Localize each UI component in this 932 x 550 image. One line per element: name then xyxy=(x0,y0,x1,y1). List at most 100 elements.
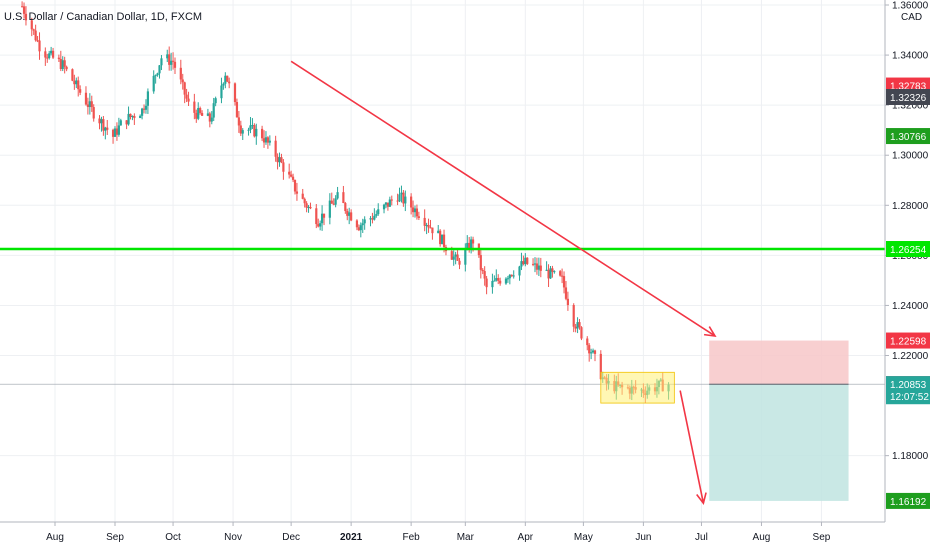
candle-body xyxy=(518,266,521,276)
candle-body xyxy=(210,117,213,122)
candle-body xyxy=(303,198,306,204)
candle-body xyxy=(315,208,318,225)
candle-body xyxy=(562,276,566,288)
candle-body xyxy=(51,50,55,58)
candle-body xyxy=(363,219,366,224)
candle-body xyxy=(63,60,66,67)
candle-body xyxy=(206,113,210,116)
candle-body xyxy=(168,54,171,65)
candle-body xyxy=(208,113,211,122)
price-badge xyxy=(886,492,930,509)
candle-body xyxy=(499,280,502,284)
candle-body xyxy=(495,278,498,281)
drawings xyxy=(0,60,885,506)
candle-body xyxy=(262,138,266,143)
candle-body xyxy=(291,176,295,180)
candle-body xyxy=(355,220,359,228)
candle-body xyxy=(520,261,523,267)
candle-body xyxy=(390,199,393,201)
candle-body xyxy=(34,30,37,41)
candle-body xyxy=(350,212,353,221)
price-tick-label: 1.28000 xyxy=(892,201,929,212)
candle-body xyxy=(20,6,24,8)
candle-body xyxy=(439,230,442,245)
candle-body xyxy=(57,57,60,59)
candle-body xyxy=(319,223,322,227)
candle-body xyxy=(437,230,440,234)
candle-body xyxy=(359,225,362,231)
candle-body xyxy=(348,212,351,216)
candle-body xyxy=(415,208,419,217)
candle-body xyxy=(276,156,279,163)
candle-body xyxy=(342,192,345,204)
candle-body xyxy=(160,58,163,66)
consolidation-box xyxy=(600,371,675,404)
candle-body xyxy=(531,263,535,265)
candle-body xyxy=(90,101,93,108)
candle-body xyxy=(24,13,28,21)
price-badge-label: 1.16192 xyxy=(890,497,927,508)
candle-body xyxy=(197,108,200,119)
candle-body xyxy=(200,112,204,116)
candle-body xyxy=(309,206,312,209)
candle-body xyxy=(361,223,364,226)
candle-body xyxy=(377,209,380,215)
candle-body xyxy=(470,239,473,251)
candle-body xyxy=(59,58,62,69)
candle-body xyxy=(22,6,26,14)
candle-body xyxy=(50,50,53,54)
candle-body xyxy=(61,60,64,69)
candle-body xyxy=(111,129,115,137)
price-badge-label: 1.32783 xyxy=(890,82,927,93)
position-tool xyxy=(0,340,885,501)
candle-body xyxy=(131,115,134,117)
candle-body xyxy=(578,322,581,328)
candle-body xyxy=(170,60,173,65)
candle-body xyxy=(375,214,378,216)
candle-body xyxy=(214,98,217,104)
candle-body xyxy=(239,125,242,134)
candle-body xyxy=(545,269,548,271)
currency-label: CAD xyxy=(901,12,922,23)
candle-body xyxy=(423,217,426,226)
candle-body xyxy=(357,227,360,231)
candle-body xyxy=(154,75,157,77)
candle-body xyxy=(396,200,399,202)
projection-arrow-head xyxy=(696,492,707,506)
candle-body xyxy=(295,191,299,194)
candle-body xyxy=(442,234,446,248)
time-tick-label: Mar xyxy=(457,532,475,543)
candle-body xyxy=(431,227,434,234)
price-badge-label: 1.30766 xyxy=(890,132,927,143)
candle-body xyxy=(526,257,529,264)
candle-body xyxy=(346,210,349,216)
candle-body xyxy=(179,67,182,80)
candle-body xyxy=(237,117,240,126)
price-tick-label: 1.34000 xyxy=(892,51,929,62)
candle-body xyxy=(429,227,432,229)
candle-body xyxy=(266,137,270,143)
candle-body xyxy=(485,278,488,288)
time-tick-label: Apr xyxy=(518,532,534,543)
candle-body xyxy=(330,200,333,204)
candle-body xyxy=(593,350,597,354)
candle-body xyxy=(559,271,562,276)
candle-body xyxy=(79,89,82,93)
candle-body xyxy=(590,352,593,354)
candle-body xyxy=(307,206,310,208)
candle-body xyxy=(301,193,304,199)
price-badge-label: 1.26254 xyxy=(890,245,927,256)
candle-body xyxy=(117,125,120,135)
time-tick-label: Aug xyxy=(753,532,771,543)
candle-body xyxy=(456,254,459,261)
candles xyxy=(20,1,670,404)
candle-body xyxy=(427,224,430,228)
candle-body xyxy=(599,353,602,380)
chart-title: U.S. Dollar / Canadian Dollar, 1D, FXCM xyxy=(4,11,202,23)
candle-body xyxy=(264,137,268,143)
price-tick-label: 1.24000 xyxy=(892,301,929,312)
candle-body xyxy=(497,278,500,281)
candle-body xyxy=(440,234,444,245)
